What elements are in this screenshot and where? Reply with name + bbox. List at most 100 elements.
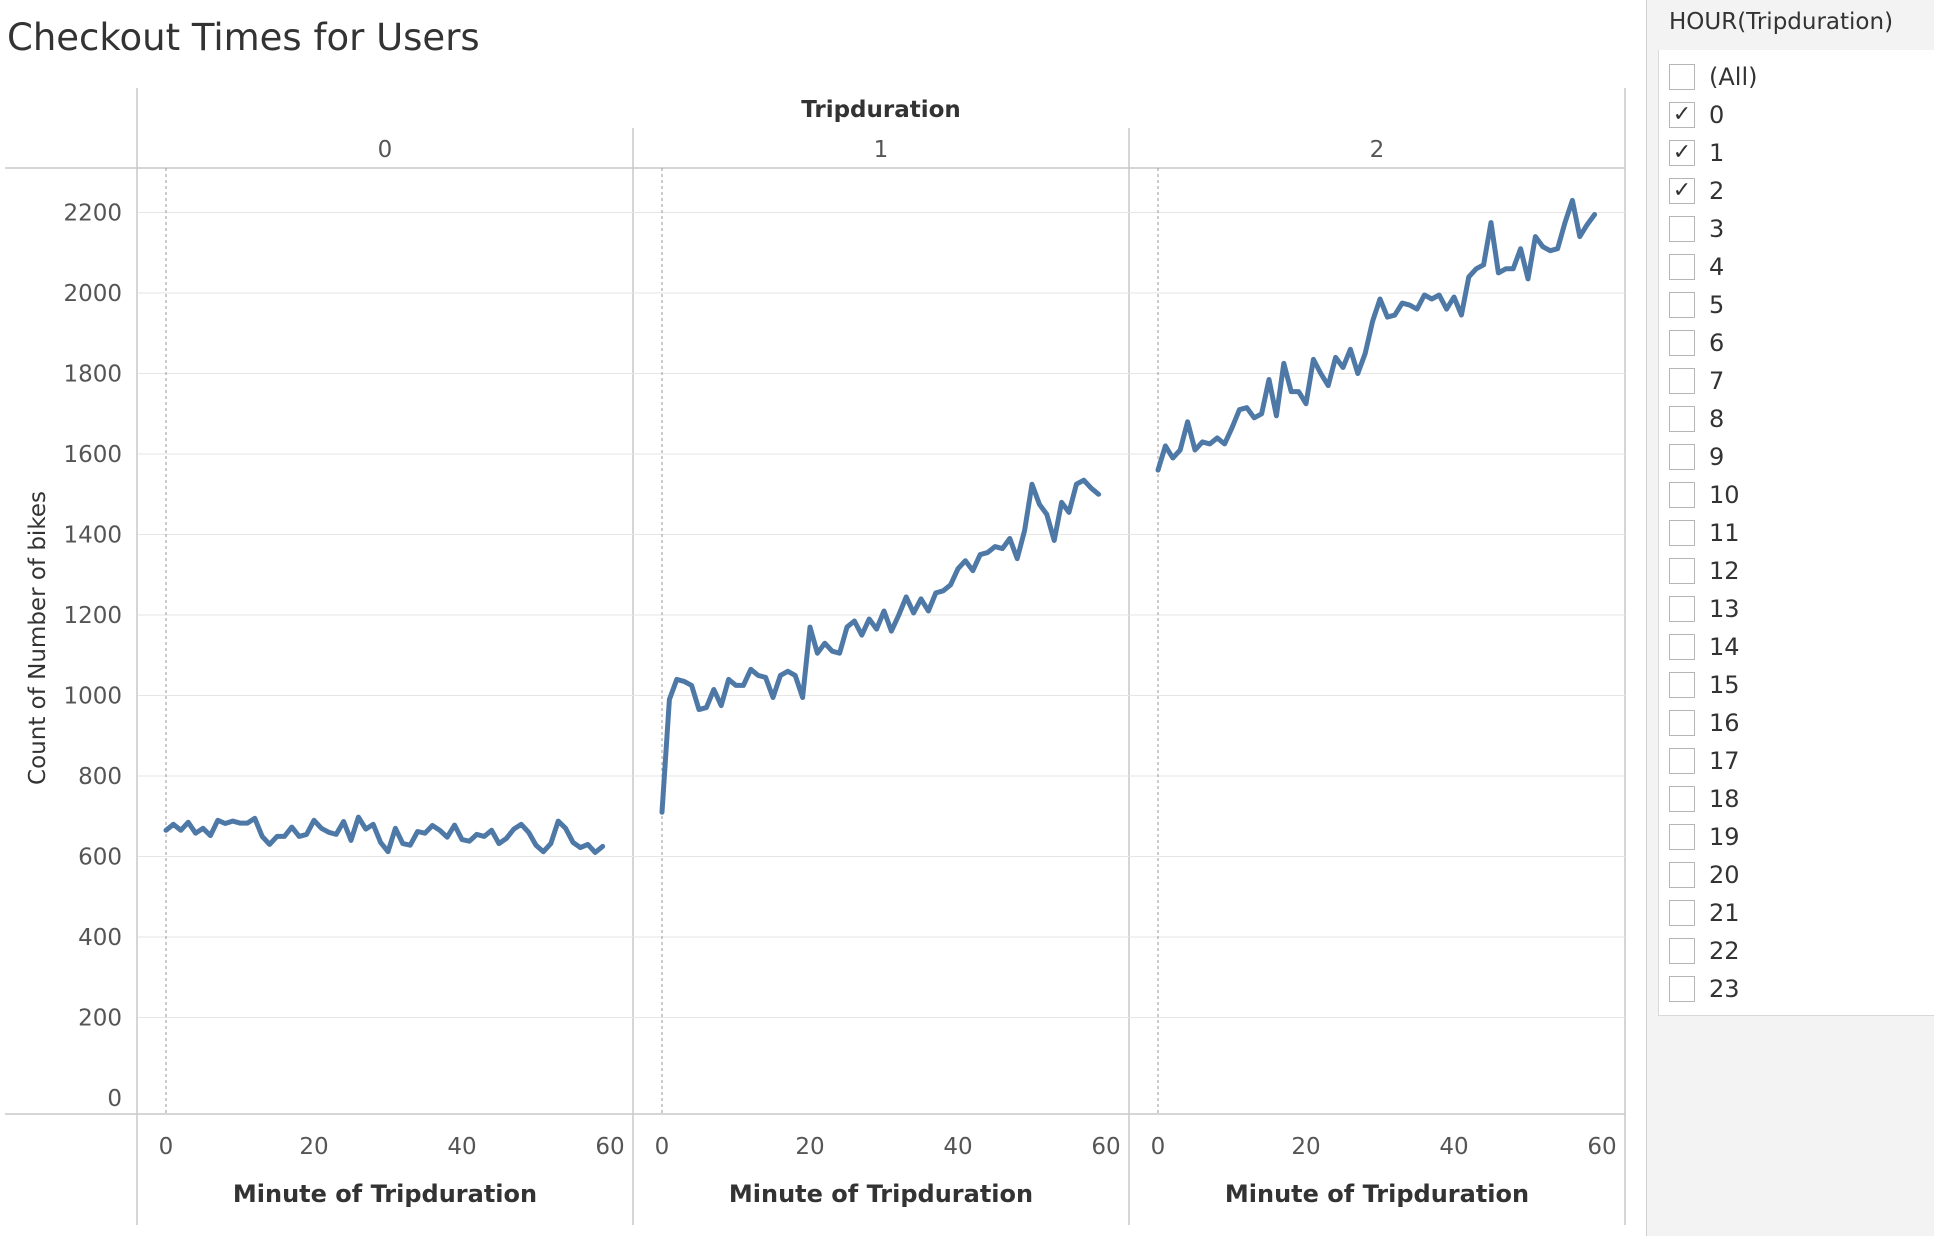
filter-checkbox[interactable]	[1669, 558, 1695, 584]
x-tick-label: 40	[447, 1134, 476, 1160]
filter-item-3[interactable]: ✓ 2	[1669, 172, 1757, 210]
x-tick-label: 20	[795, 1134, 824, 1160]
filter-item-label: 12	[1709, 557, 1740, 585]
filter-checkbox[interactable]	[1669, 824, 1695, 850]
series-line-1	[659, 477, 1102, 815]
filter-checkbox[interactable]	[1669, 444, 1695, 470]
filter-item-0[interactable]: (All)	[1669, 58, 1757, 96]
filter-checkbox[interactable]	[1669, 748, 1695, 774]
filter-checkbox[interactable]	[1669, 216, 1695, 242]
panel-label: 1	[874, 137, 889, 163]
filter-checkbox[interactable]	[1669, 596, 1695, 622]
filter-item-13[interactable]: 12	[1669, 552, 1757, 590]
filter-item-label: 14	[1709, 633, 1740, 661]
filter-item-20[interactable]: 19	[1669, 818, 1757, 856]
filter-item-2[interactable]: ✓ 1	[1669, 134, 1757, 172]
x-tick-label: 0	[159, 1134, 174, 1160]
filter-item-label: 5	[1709, 291, 1725, 319]
y-tick-label: 200	[78, 1006, 122, 1032]
filter-item-23[interactable]: 22	[1669, 932, 1757, 970]
filter-item-8[interactable]: 7	[1669, 362, 1757, 400]
filter-item-15[interactable]: 14	[1669, 628, 1757, 666]
filter-item-label: 6	[1709, 329, 1725, 357]
filter-item-14[interactable]: 13	[1669, 590, 1757, 628]
filter-item-1[interactable]: ✓ 0	[1669, 96, 1757, 134]
filter-checkbox[interactable]	[1669, 900, 1695, 926]
x-tick-label: 60	[595, 1134, 624, 1160]
filter-item-label: 15	[1709, 671, 1740, 699]
filter-checkbox[interactable]	[1669, 406, 1695, 432]
filter-checkbox[interactable]	[1669, 64, 1695, 90]
filter-item-label: 8	[1709, 405, 1725, 433]
filter-checkbox[interactable]	[1669, 292, 1695, 318]
filter-checkbox[interactable]	[1669, 938, 1695, 964]
filter-checkbox[interactable]	[1669, 330, 1695, 356]
filter-checkbox[interactable]	[1669, 634, 1695, 660]
filter-checkbox[interactable]	[1669, 520, 1695, 546]
y-axis-label: Count of Number of bikes	[25, 491, 51, 785]
y-tick-label: 1200	[63, 603, 122, 629]
x-axis-label: Minute of Tripduration	[233, 1180, 537, 1208]
filter-list: (All) ✓ 0 ✓ 1 ✓ 2 3 4 5 6 7 8 9 10 11 12 13 14 15 16 17 18 19 20…	[1669, 58, 1757, 1008]
filter-item-label: 9	[1709, 443, 1725, 471]
filter-item-10[interactable]: 9	[1669, 438, 1757, 476]
filter-item-7[interactable]: 6	[1669, 324, 1757, 362]
column-header: Tripduration	[801, 97, 961, 123]
y-tick-label: 1000	[63, 684, 122, 710]
filter-checkbox[interactable]: ✓	[1669, 178, 1695, 204]
filter-item-4[interactable]: 3	[1669, 210, 1757, 248]
filter-item-22[interactable]: 21	[1669, 894, 1757, 932]
chart-area: Tripduration0200400600800100012001400160…	[5, 88, 1626, 1225]
filter-item-label: 22	[1709, 937, 1740, 965]
panel-label: 0	[378, 137, 393, 163]
filter-item-label: 0	[1709, 101, 1725, 129]
filter-title: HOUR(Tripduration)	[1669, 9, 1894, 35]
filter-item-12[interactable]: 11	[1669, 514, 1757, 552]
filter-item-9[interactable]: 8	[1669, 400, 1757, 438]
panel-label: 2	[1370, 137, 1385, 163]
filter-checkbox[interactable]: ✓	[1669, 102, 1695, 128]
filter-checkbox[interactable]	[1669, 368, 1695, 394]
filter-item-19[interactable]: 18	[1669, 780, 1757, 818]
filter-item-5[interactable]: 4	[1669, 248, 1757, 286]
filter-item-label: 19	[1709, 823, 1740, 851]
filter-item-label: 23	[1709, 975, 1740, 1003]
series-line-2	[1155, 197, 1598, 473]
y-tick-label: 1800	[63, 362, 122, 388]
x-axis-label: Minute of Tripduration	[729, 1180, 1033, 1208]
y-tick-label: 1600	[63, 442, 122, 468]
filter-item-label: 1	[1709, 139, 1725, 167]
x-axis-label: Minute of Tripduration	[1225, 1180, 1529, 1208]
checkmark-icon: ✓	[1672, 140, 1692, 165]
filter-item-11[interactable]: 10	[1669, 476, 1757, 514]
filter-checkbox[interactable]	[1669, 254, 1695, 280]
checkmark-icon: ✓	[1672, 178, 1692, 203]
x-tick-label: 40	[1439, 1134, 1468, 1160]
filter-checkbox[interactable]	[1669, 976, 1695, 1002]
filter-checkbox[interactable]	[1669, 862, 1695, 888]
filter-item-18[interactable]: 17	[1669, 742, 1757, 780]
filter-checkbox[interactable]	[1669, 672, 1695, 698]
y-tick-label: 2200	[63, 201, 122, 227]
filter-item-21[interactable]: 20	[1669, 856, 1757, 894]
filter-item-24[interactable]: 23	[1669, 970, 1757, 1008]
x-tick-label: 0	[655, 1134, 670, 1160]
x-tick-label: 40	[943, 1134, 972, 1160]
filter-item-label: 18	[1709, 785, 1740, 813]
y-tick-label: 0	[107, 1086, 122, 1112]
y-tick-label: 600	[78, 845, 122, 871]
filter-item-6[interactable]: 5	[1669, 286, 1757, 324]
filter-item-label: 3	[1709, 215, 1725, 243]
filter-checkbox[interactable]	[1669, 482, 1695, 508]
filter-checkbox[interactable]	[1669, 786, 1695, 812]
y-tick-label: 1400	[63, 523, 122, 549]
filter-item-16[interactable]: 15	[1669, 666, 1757, 704]
checkmark-icon: ✓	[1672, 102, 1692, 127]
filter-checkbox[interactable]	[1669, 710, 1695, 736]
filter-card	[1658, 0, 1934, 1016]
filter-item-label: 20	[1709, 861, 1740, 889]
x-tick-label: 20	[299, 1134, 328, 1160]
filter-item-17[interactable]: 16	[1669, 704, 1757, 742]
filter-item-label: 13	[1709, 595, 1740, 623]
filter-checkbox[interactable]: ✓	[1669, 140, 1695, 166]
